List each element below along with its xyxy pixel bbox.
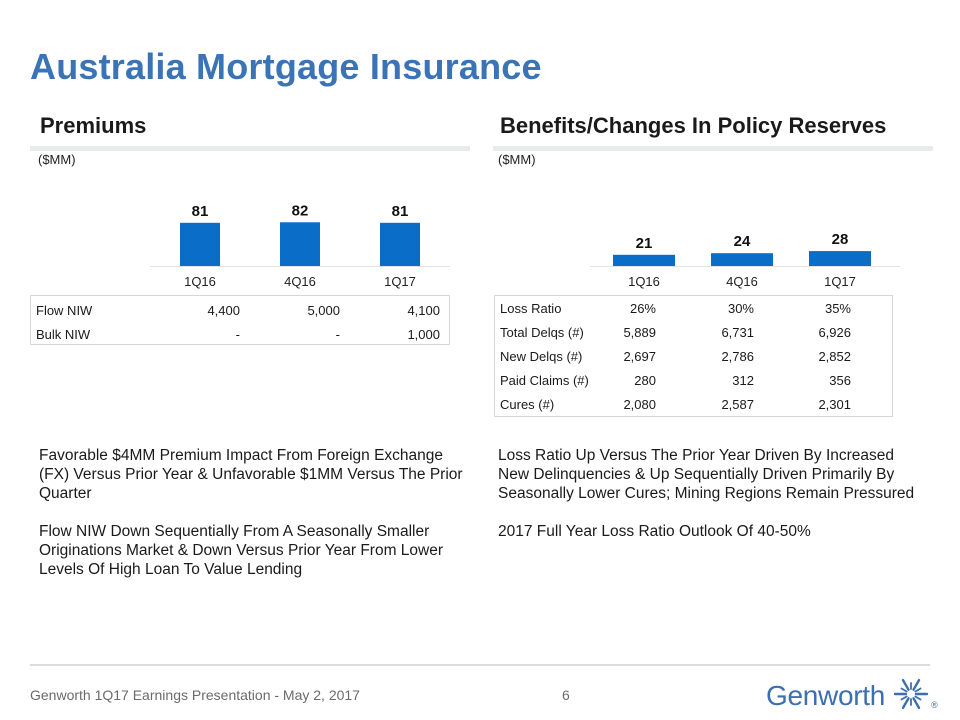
premiums-value-label: 81 <box>392 203 409 220</box>
premiums-table-cell: 4,100 <box>407 302 440 318</box>
benefits-table-pad <box>851 320 893 344</box>
premiums-value-label: 82 <box>292 202 309 219</box>
premiums-category-label: 1Q17 <box>384 274 416 289</box>
benefits-table-pad <box>851 296 893 320</box>
premiums-heading: Premiums <box>40 113 147 138</box>
premiums-table-pad <box>440 298 450 322</box>
benefits-bar-1q17 <box>809 251 871 266</box>
benefits-table-cell: 5,889 <box>623 324 656 340</box>
benefits-table-cell: 6,731 <box>721 324 754 340</box>
benefits-table-row: New Delqs (#) 2,697 2,786 2,852 <box>494 344 893 368</box>
premiums-table-box <box>30 295 450 345</box>
benefits-table-row-label: Total Delqs (#) <box>500 324 584 340</box>
benefits-table-cell: 6,926 <box>818 324 851 340</box>
benefits-category-label: 1Q17 <box>824 274 856 289</box>
premiums-table-row-label: Flow NIW <box>36 302 93 318</box>
benefits-heading: Benefits/Changes In Policy Reserves <box>500 113 887 138</box>
premiums-bar-4q16 <box>280 222 320 266</box>
benefits-table-row-label: Cures (#) <box>500 396 555 412</box>
premiums-table-row: Flow NIW 4,400 5,000 4,100 <box>30 298 450 322</box>
benefits-table-pad <box>851 344 893 368</box>
benefits-table: Loss Ratio 26% 30% 35% Total Delqs (#) 5,889 6… <box>494 296 893 416</box>
registered-mark: ® <box>931 700 938 710</box>
premiums-table-cell: - <box>335 326 340 342</box>
benefits-commentary-paragraph: Loss Ratio Up Versus The Prior Year Driv… <box>498 447 915 502</box>
logo-star-spoke <box>901 678 910 691</box>
benefits-category-label: 4Q16 <box>726 274 758 289</box>
premiums-heading-rule <box>30 146 470 151</box>
premiums-table-cell: - <box>235 326 240 342</box>
premiums-commentary-paragraph: Flow NIW Down Sequentially From A Season… <box>39 523 444 578</box>
premiums-table-pad <box>440 322 450 346</box>
benefits-unit-label: ($MM) <box>498 152 536 167</box>
genworth-logo: Genworth ® <box>766 674 938 718</box>
logo-star-spoke <box>912 678 921 691</box>
benefits-table-cell: 35% <box>824 300 851 316</box>
benefits-bar-chart: 21 1Q16 24 4Q16 28 1Q17 <box>590 195 900 295</box>
premiums-table-row-label: Bulk NIW <box>36 326 91 342</box>
benefits-table-cell: 2,697 <box>623 348 656 364</box>
logo-wordmark: Genworth <box>766 680 885 711</box>
benefits-bar-4q16 <box>711 253 773 266</box>
benefits-table-pad <box>851 368 893 392</box>
premiums-bar-chart: 81 1Q16 82 4Q16 81 1Q17 <box>150 195 450 295</box>
premiums-commentary-paragraph: Favorable $4MM Premium Impact From Forei… <box>39 447 463 502</box>
benefits-commentary: Loss Ratio Up Versus The Prior Year Driv… <box>498 446 928 560</box>
logo-star-spoke <box>900 687 908 692</box>
premiums-bar-1q16 <box>180 222 220 266</box>
premiums-value-label: 81 <box>192 203 209 220</box>
benefits-table-cell: 356 <box>829 372 851 388</box>
premiums-unit-label: ($MM) <box>38 152 76 167</box>
benefits-commentary-paragraph: 2017 Full Year Loss Ratio Outlook Of 40-… <box>498 523 811 540</box>
benefits-value-label: 21 <box>636 235 653 252</box>
benefits-table-cell: 280 <box>634 372 656 388</box>
benefits-table-cell: 2,852 <box>818 348 851 364</box>
benefits-bar-1q16 <box>613 254 675 266</box>
premiums-table-row: Bulk NIW - - 1,000 <box>30 322 450 346</box>
premiums-category-label: 4Q16 <box>284 274 316 289</box>
benefits-table-cell: 312 <box>732 372 754 388</box>
benefits-table-row: Cures (#) 2,080 2,587 2,301 <box>494 392 893 416</box>
benefits-table-pad <box>851 392 893 416</box>
logo-star-spoke <box>912 696 921 709</box>
benefits-value-label: 28 <box>832 231 849 248</box>
logo-star-spoke <box>900 695 908 700</box>
benefits-category-label: 1Q16 <box>628 274 660 289</box>
premiums-commentary: Favorable $4MM Premium Impact From Forei… <box>39 446 467 598</box>
logo-star-spoke <box>901 696 910 709</box>
premiums-bar-1q17 <box>380 222 420 266</box>
page-title: Australia Mortgage Insurance <box>30 46 542 87</box>
benefits-table-cell: 26% <box>629 300 656 316</box>
benefits-table-cell: 30% <box>727 300 754 316</box>
benefits-heading-rule <box>493 146 933 151</box>
footer-caption: Genworth 1Q17 Earnings Presentation - Ma… <box>30 687 360 703</box>
genworth-star-icon <box>893 676 929 717</box>
benefits-table-cell: 2,301 <box>818 396 851 412</box>
logo-star-spoke <box>914 687 922 692</box>
benefits-table-row-label: Loss Ratio <box>500 300 562 316</box>
benefits-table-cell: 2,786 <box>721 348 754 364</box>
benefits-value-label: 24 <box>734 233 751 250</box>
benefits-table-row-label: New Delqs (#) <box>500 348 583 364</box>
benefits-table-cell: 2,080 <box>623 396 656 412</box>
premiums-category-label: 1Q16 <box>184 274 216 289</box>
footer-divider <box>30 664 930 666</box>
benefits-table-cell: 2,587 <box>721 396 754 412</box>
page-number: 6 <box>562 687 570 703</box>
logo-star-spoke <box>914 695 922 700</box>
benefits-table-row: Loss Ratio 26% 30% 35% <box>494 296 893 320</box>
premiums-table-cell: 4,400 <box>207 302 240 318</box>
benefits-table-box <box>494 295 893 417</box>
premiums-table-cell: 1,000 <box>407 326 440 342</box>
benefits-table-row: Total Delqs (#) 5,889 6,731 6,926 <box>494 320 893 344</box>
benefits-table-row: Paid Claims (#) 280 312 356 <box>494 368 893 392</box>
benefits-table-row-label: Paid Claims (#) <box>500 372 589 388</box>
premiums-table: Flow NIW 4,400 5,000 4,100 Bulk NIW - - 1,000 <box>30 298 450 346</box>
premiums-table-cell: 5,000 <box>307 302 340 318</box>
